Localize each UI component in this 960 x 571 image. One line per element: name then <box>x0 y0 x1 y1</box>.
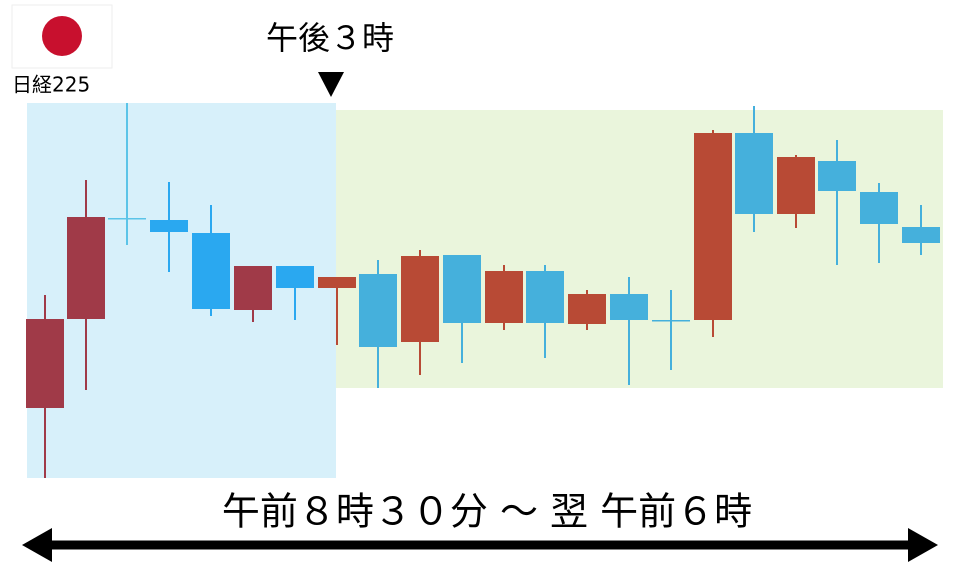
flag-circle <box>42 16 82 56</box>
candle-body <box>318 277 356 288</box>
candle-body <box>443 255 481 323</box>
candle-body <box>526 271 564 323</box>
arrow-head-right <box>908 528 938 562</box>
candle-body <box>485 271 523 323</box>
candle-body <box>150 220 188 232</box>
range-label: 午前８時３０分 ～ 翌 午前６時 <box>222 490 752 534</box>
candle-body <box>401 256 439 342</box>
marker-arrow <box>318 72 344 97</box>
candle-body <box>192 233 230 309</box>
candle-body <box>777 157 815 214</box>
candle-body <box>108 218 146 220</box>
candle-body <box>902 227 940 243</box>
candle-body <box>26 319 64 408</box>
candle-body <box>818 161 856 191</box>
candles <box>26 103 940 478</box>
candle-body <box>694 133 732 320</box>
candle-body <box>610 294 648 320</box>
night-session-area <box>336 110 943 388</box>
candle-body <box>860 192 898 224</box>
marker-label: 午後３時 <box>266 19 394 57</box>
candle-body <box>67 217 105 319</box>
candle-body <box>234 266 272 310</box>
arrow-head-left <box>22 528 52 562</box>
flag-label: 日経225 <box>12 73 90 97</box>
candle-body <box>276 266 314 288</box>
candle-body <box>735 133 773 214</box>
candle-body <box>652 320 690 322</box>
candle-body <box>359 274 397 347</box>
candle-body <box>568 294 606 324</box>
